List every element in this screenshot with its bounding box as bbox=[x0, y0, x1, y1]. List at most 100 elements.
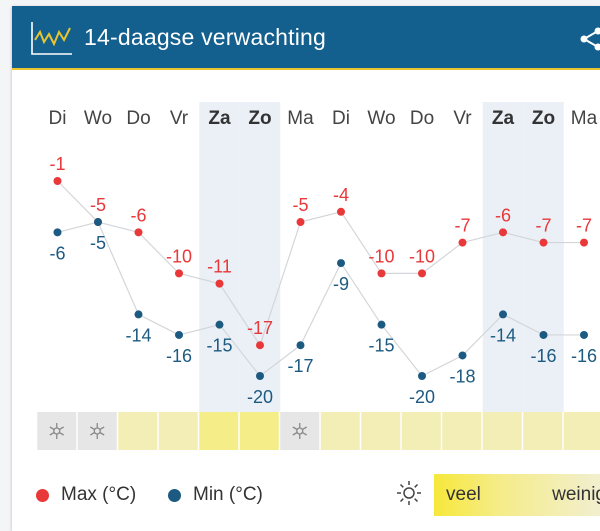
max-point bbox=[134, 228, 143, 237]
sunshine-cell bbox=[523, 412, 563, 450]
day-label: Wo bbox=[367, 108, 395, 129]
min-point bbox=[539, 330, 548, 339]
max-point bbox=[215, 279, 224, 288]
min-point bbox=[215, 320, 224, 329]
min-value-label: -14 bbox=[490, 325, 516, 345]
min-value-label: -9 bbox=[333, 274, 349, 294]
max-value-label: -10 bbox=[166, 246, 192, 266]
max-point bbox=[418, 269, 426, 278]
max-value-label: -4 bbox=[333, 185, 349, 205]
max-point bbox=[580, 238, 588, 247]
max-dot-icon bbox=[36, 488, 49, 502]
max-point bbox=[539, 238, 548, 247]
min-value-label: -16 bbox=[530, 346, 556, 366]
min-point bbox=[134, 310, 143, 319]
forecast-card: Di Wo Do Vr Za Zo Ma Di Wo Do Vr Za Zo Ma -1 -5 -6 -10 -11… bbox=[12, 6, 600, 531]
legend-max: Max (°C) bbox=[36, 484, 136, 506]
max-value-label: -17 bbox=[247, 318, 273, 338]
legend-min-label: Min (°C) bbox=[193, 484, 263, 505]
weekend-band bbox=[199, 102, 240, 412]
max-point bbox=[296, 218, 305, 227]
max-value-label: -5 bbox=[292, 195, 308, 215]
min-value-label: -16 bbox=[166, 346, 192, 366]
min-value-label: -14 bbox=[125, 325, 151, 345]
min-value-label: -5 bbox=[90, 233, 106, 253]
min-point bbox=[53, 228, 62, 237]
day-label: Za bbox=[492, 108, 515, 129]
sunshine-cell bbox=[361, 412, 401, 450]
min-point bbox=[94, 218, 102, 227]
day-label: Vr bbox=[453, 108, 472, 129]
sunshine-cell bbox=[401, 412, 441, 450]
max-value-label: -11 bbox=[207, 257, 232, 277]
sun-icon bbox=[397, 481, 421, 505]
max-point bbox=[337, 207, 345, 216]
min-value-label: -15 bbox=[368, 336, 394, 356]
min-point bbox=[580, 330, 588, 339]
max-value-label: -5 bbox=[90, 195, 106, 215]
snowflake-icon bbox=[292, 423, 308, 439]
min-point bbox=[418, 372, 426, 380]
day-label: Za bbox=[208, 108, 231, 129]
min-point bbox=[256, 372, 264, 380]
max-point bbox=[499, 228, 507, 237]
min-point bbox=[296, 341, 305, 350]
max-value-label: -1 bbox=[49, 154, 65, 174]
day-label: Do bbox=[126, 108, 150, 129]
min-value-label: -16 bbox=[571, 346, 597, 366]
sunshine-cell bbox=[442, 412, 482, 450]
sunshine-scale: veel weinig bbox=[434, 474, 600, 516]
max-point bbox=[53, 177, 62, 185]
min-value-label: -18 bbox=[449, 366, 475, 386]
min-point bbox=[499, 310, 507, 319]
max-value-label: -6 bbox=[495, 205, 511, 225]
day-label: Wo bbox=[84, 108, 112, 129]
max-point bbox=[256, 341, 264, 350]
min-dot-icon bbox=[168, 488, 181, 502]
max-point bbox=[458, 238, 467, 247]
min-point bbox=[458, 351, 467, 360]
min-value-label: -17 bbox=[287, 356, 313, 376]
sunshine-cell bbox=[563, 412, 600, 450]
line-chart-icon bbox=[31, 22, 72, 55]
day-label: Ma bbox=[287, 108, 314, 129]
day-label: Di bbox=[332, 108, 350, 129]
max-value-label: -6 bbox=[130, 205, 146, 225]
snowflake-icon bbox=[89, 423, 105, 439]
min-point bbox=[175, 330, 183, 339]
day-label: Di bbox=[49, 108, 67, 129]
max-value-label: -7 bbox=[576, 216, 592, 236]
day-label: Do bbox=[410, 108, 434, 129]
weekend-band bbox=[523, 102, 564, 412]
min-value-label: -15 bbox=[206, 336, 232, 356]
sunshine-cell bbox=[239, 412, 279, 450]
min-series-line bbox=[57, 221, 584, 377]
sunshine-cell bbox=[118, 412, 158, 450]
sunshine-cell bbox=[199, 412, 239, 450]
weekend-band bbox=[239, 102, 281, 412]
sunshine-cell bbox=[320, 412, 360, 450]
legend: Max (°C) Min (°C) veel weinig bbox=[12, 468, 600, 528]
sunshine-cell bbox=[482, 412, 522, 450]
share-icon[interactable] bbox=[578, 26, 600, 52]
max-value-label: -10 bbox=[368, 246, 394, 266]
min-value-label: -20 bbox=[409, 387, 435, 407]
sun-low-label: weinig bbox=[552, 484, 600, 505]
day-label: Zo bbox=[248, 108, 271, 129]
min-value-label: -20 bbox=[247, 387, 273, 407]
snowflake-icon bbox=[49, 423, 65, 439]
max-point bbox=[175, 269, 183, 278]
sun-high-label: veel bbox=[446, 484, 481, 505]
header-bar: 14-daagse verwachting bbox=[12, 6, 600, 70]
max-point bbox=[377, 269, 386, 278]
legend-min: Min (°C) bbox=[168, 484, 263, 506]
day-label: Vr bbox=[170, 108, 189, 129]
max-value-label: -7 bbox=[535, 216, 551, 236]
page-title: 14-daagse verwachting bbox=[84, 24, 327, 50]
max-series-line bbox=[57, 180, 584, 347]
weekend-band bbox=[482, 102, 524, 412]
forecast-chart: Di Wo Do Vr Za Zo Ma Di Wo Do Vr Za Zo Ma -1 -5 -6 -10 -11… bbox=[37, 102, 600, 450]
min-value-label: -6 bbox=[49, 243, 65, 263]
min-point bbox=[337, 259, 345, 268]
day-label: Ma bbox=[571, 108, 598, 129]
